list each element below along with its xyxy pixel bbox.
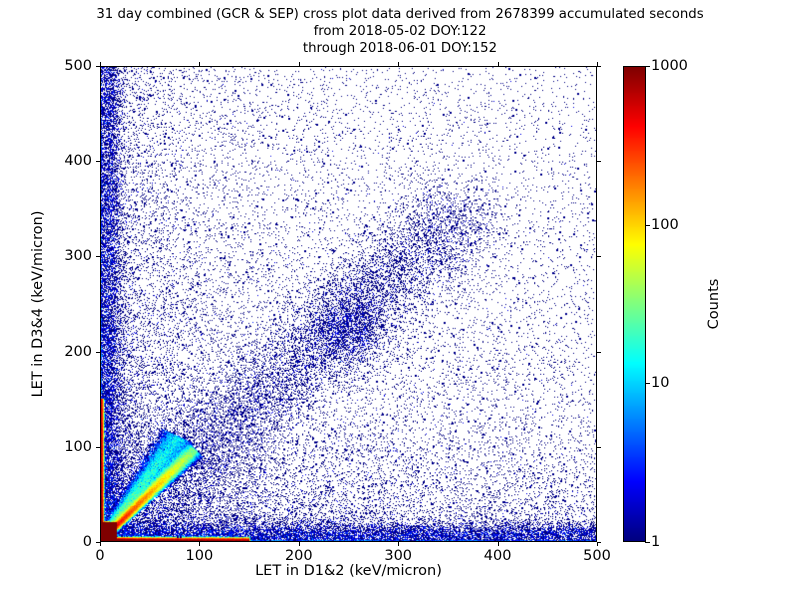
colorbar-tick-label: 10 <box>651 375 670 392</box>
y-tick-mark-right <box>597 66 601 67</box>
title-line-1: 31 day combined (GCR & SEP) cross plot d… <box>96 7 704 22</box>
y-tick-label: 0 <box>82 534 92 550</box>
x-tick-mark-top <box>199 62 201 66</box>
x-tick-mark-top <box>100 62 101 66</box>
x-tick-mark <box>398 542 400 546</box>
y-tick-mark-right <box>597 351 601 353</box>
y-tick-mark <box>96 542 100 543</box>
figure-title: 31 day combined (GCR & SEP) cross plot d… <box>0 6 800 57</box>
title-line-2: from 2018-05-02 DOY:122 <box>313 24 487 39</box>
colorbar-label-text: Counts <box>706 278 722 330</box>
colorbar-tick-mark <box>645 542 650 543</box>
colorbar-tick-mark <box>645 224 650 226</box>
y-tick-mark <box>96 446 100 448</box>
x-tick-mark <box>100 542 101 546</box>
x-tick-mark <box>298 542 300 546</box>
y-tick-label: 200 <box>64 343 92 360</box>
colorbar[interactable] <box>623 66 646 542</box>
y-tick-mark-right <box>597 446 601 448</box>
x-tick-mark-top <box>497 62 499 66</box>
x-tick-mark-top <box>298 62 300 66</box>
title-line-3: through 2018-06-01 DOY:152 <box>302 41 498 56</box>
colorbar-tick-label: 100 <box>651 216 679 233</box>
colorbar-tick-mark <box>645 66 650 67</box>
colorbar-tick-label: 1000 <box>651 58 688 74</box>
x-tick-mark <box>597 542 598 546</box>
y-axis-label-text: LET in D3&4 (keV/micron) <box>30 210 46 398</box>
y-tick-label: 400 <box>64 153 92 170</box>
y-tick-mark-right <box>597 256 601 258</box>
x-tick-label: 400 <box>483 548 512 564</box>
y-tick-label: 500 <box>64 58 92 74</box>
scatter-density-plot <box>101 67 596 541</box>
x-tick-label: 0 <box>95 548 105 564</box>
y-tick-mark <box>96 256 100 258</box>
colorbar-tick-label: 1 <box>651 534 661 550</box>
x-tick-label: 300 <box>384 548 413 564</box>
x-tick-mark-top <box>398 62 400 66</box>
colorbar-tick-mark <box>645 383 650 385</box>
y-tick-mark-right <box>597 542 601 543</box>
y-tick-mark <box>96 161 100 163</box>
colorbar-gradient <box>624 67 645 541</box>
x-tick-label: 500 <box>583 548 611 564</box>
x-axis-label: LET in D1&2 (keV/micron) <box>255 563 442 579</box>
y-tick-label: 300 <box>64 248 92 265</box>
x-tick-label: 100 <box>185 548 214 564</box>
x-tick-mark-top <box>597 62 598 66</box>
plot-area[interactable] <box>100 66 597 542</box>
y-tick-mark <box>96 66 100 67</box>
x-tick-mark <box>497 542 499 546</box>
y-tick-label: 100 <box>64 438 92 455</box>
x-tick-mark <box>199 542 201 546</box>
y-tick-mark <box>96 351 100 353</box>
x-tick-label: 200 <box>284 548 313 564</box>
y-tick-mark-right <box>597 161 601 163</box>
